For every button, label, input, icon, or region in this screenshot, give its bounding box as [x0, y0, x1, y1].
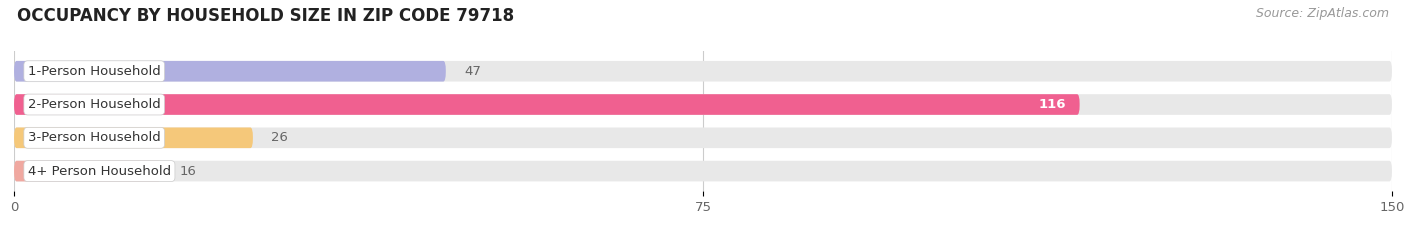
Text: 3-Person Household: 3-Person Household	[28, 131, 160, 144]
Text: Source: ZipAtlas.com: Source: ZipAtlas.com	[1256, 7, 1389, 20]
Text: 26: 26	[271, 131, 288, 144]
Text: 4+ Person Household: 4+ Person Household	[28, 164, 172, 178]
FancyBboxPatch shape	[14, 61, 1392, 82]
FancyBboxPatch shape	[14, 161, 162, 182]
FancyBboxPatch shape	[14, 161, 1392, 182]
Text: 2-Person Household: 2-Person Household	[28, 98, 160, 111]
FancyBboxPatch shape	[14, 127, 1392, 148]
FancyBboxPatch shape	[14, 127, 253, 148]
FancyBboxPatch shape	[14, 61, 446, 82]
FancyBboxPatch shape	[14, 94, 1392, 115]
Text: 116: 116	[1039, 98, 1066, 111]
Text: 16: 16	[180, 164, 197, 178]
Text: 1-Person Household: 1-Person Household	[28, 65, 160, 78]
FancyBboxPatch shape	[14, 94, 1080, 115]
Text: OCCUPANCY BY HOUSEHOLD SIZE IN ZIP CODE 79718: OCCUPANCY BY HOUSEHOLD SIZE IN ZIP CODE …	[17, 7, 515, 25]
Text: 47: 47	[464, 65, 481, 78]
